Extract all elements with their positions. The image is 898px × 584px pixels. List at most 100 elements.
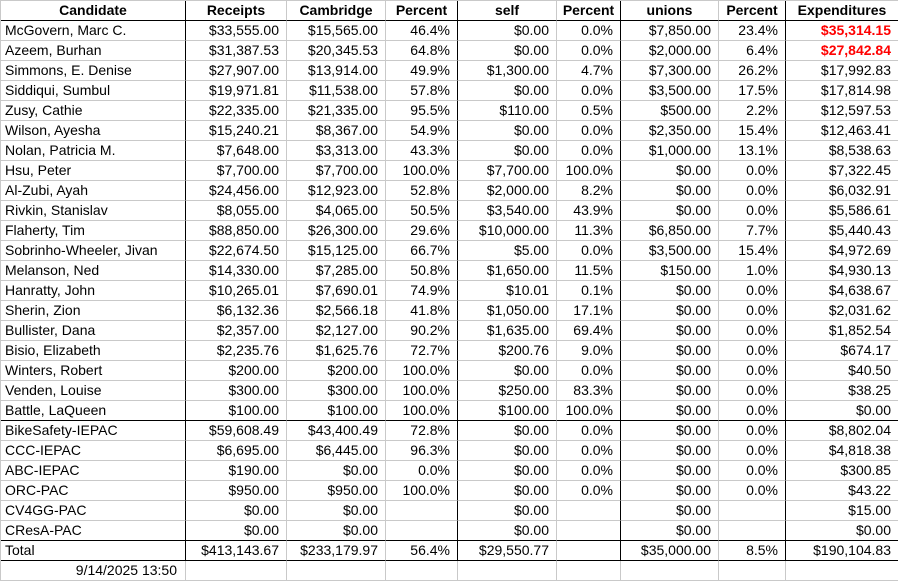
cell-candidate[interactable]: CCC-IEPAC <box>1 441 186 461</box>
cell-self[interactable]: $10.01 <box>458 281 557 301</box>
cell-percent-unions[interactable]: 0.0% <box>719 441 786 461</box>
cell-self[interactable]: $1,635.00 <box>458 321 557 341</box>
cell-percent-self[interactable]: 0.0% <box>557 421 621 441</box>
cell-percent-self[interactable] <box>557 561 621 581</box>
cell-unions[interactable]: $0.00 <box>621 481 719 501</box>
cell-percent-self[interactable]: 0.0% <box>557 241 621 261</box>
cell-receipts[interactable]: $24,456.00 <box>186 181 287 201</box>
cell-candidate[interactable]: CV4GG-PAC <box>1 501 186 521</box>
cell-expenditures[interactable]: $674.17 <box>786 341 898 361</box>
cell-unions[interactable]: $500.00 <box>621 101 719 121</box>
cell-cambridge[interactable]: $6,445.00 <box>287 441 386 461</box>
cell-cambridge[interactable]: $100.00 <box>287 401 386 421</box>
cell-expenditures[interactable]: $8,802.04 <box>786 421 898 441</box>
cell-percent-self[interactable] <box>557 541 621 561</box>
cell-expenditures[interactable]: $7,322.45 <box>786 161 898 181</box>
cell-self[interactable]: $5.00 <box>458 241 557 261</box>
cell-percent-unions[interactable]: 0.0% <box>719 181 786 201</box>
cell-cambridge[interactable]: $7,285.00 <box>287 261 386 281</box>
cell-cambridge[interactable]: $0.00 <box>287 461 386 481</box>
column-header-self[interactable]: self <box>458 1 557 21</box>
cell-unions[interactable]: $0.00 <box>621 201 719 221</box>
cell-percent-cambridge[interactable]: 43.3% <box>386 141 458 161</box>
cell-percent-self[interactable]: 8.2% <box>557 181 621 201</box>
cell-candidate[interactable]: Siddiqui, Sumbul <box>1 81 186 101</box>
cell-percent-self[interactable]: 0.0% <box>557 41 621 61</box>
cell-candidate[interactable]: Nolan, Patricia M. <box>1 141 186 161</box>
cell-percent-self[interactable]: 0.0% <box>557 461 621 481</box>
cell-unions[interactable]: $0.00 <box>621 321 719 341</box>
cell-unions[interactable]: $0.00 <box>621 361 719 381</box>
cell-expenditures[interactable]: $38.25 <box>786 381 898 401</box>
cell-cambridge[interactable]: $2,566.18 <box>287 301 386 321</box>
cell-expenditures[interactable]: $27,842.84 <box>786 41 898 61</box>
cell-percent-cambridge[interactable]: 54.9% <box>386 121 458 141</box>
cell-unions[interactable]: $35,000.00 <box>621 541 719 561</box>
cell-cambridge[interactable]: $13,914.00 <box>287 61 386 81</box>
cell-candidate[interactable]: Sobrinho-Wheeler, Jivan <box>1 241 186 261</box>
cell-percent-unions[interactable] <box>719 521 786 541</box>
cell-percent-unions[interactable]: 6.4% <box>719 41 786 61</box>
cell-unions[interactable]: $0.00 <box>621 381 719 401</box>
cell-unions[interactable]: $6,850.00 <box>621 221 719 241</box>
cell-cambridge[interactable]: $2,127.00 <box>287 321 386 341</box>
cell-expenditures[interactable]: $190,104.83 <box>786 541 898 561</box>
cell-percent-cambridge[interactable]: 56.4% <box>386 541 458 561</box>
cell-receipts[interactable]: $59,608.49 <box>186 421 287 441</box>
cell-unions[interactable]: $0.00 <box>621 161 719 181</box>
cell-percent-cambridge[interactable]: 66.7% <box>386 241 458 261</box>
cell-receipts[interactable]: $7,700.00 <box>186 161 287 181</box>
cell-receipts[interactable]: $300.00 <box>186 381 287 401</box>
cell-percent-cambridge[interactable]: 90.2% <box>386 321 458 341</box>
cell-candidate[interactable]: Hanratty, John <box>1 281 186 301</box>
cell-expenditures[interactable]: $17,814.98 <box>786 81 898 101</box>
cell-unions[interactable]: $0.00 <box>621 521 719 541</box>
cell-percent-cambridge[interactable]: 100.0% <box>386 401 458 421</box>
cell-percent-unions[interactable]: 0.0% <box>719 421 786 441</box>
cell-percent-cambridge[interactable]: 64.8% <box>386 41 458 61</box>
cell-percent-cambridge[interactable] <box>386 501 458 521</box>
cell-self[interactable]: $7,700.00 <box>458 161 557 181</box>
report-timestamp[interactable]: 9/14/2025 13:50 <box>1 561 186 581</box>
cell-self[interactable]: $0.00 <box>458 441 557 461</box>
cell-cambridge[interactable]: $15,565.00 <box>287 21 386 41</box>
column-header-cambridge[interactable]: Cambridge <box>287 1 386 21</box>
cell-percent-cambridge[interactable]: 72.7% <box>386 341 458 361</box>
cell-candidate[interactable]: ORC-PAC <box>1 481 186 501</box>
cell-candidate[interactable]: Azeem, Burhan <box>1 41 186 61</box>
cell-expenditures[interactable]: $4,818.38 <box>786 441 898 461</box>
cell-cambridge[interactable]: $233,179.97 <box>287 541 386 561</box>
cell-self[interactable]: $0.00 <box>458 501 557 521</box>
cell-percent-self[interactable]: 4.7% <box>557 61 621 81</box>
cell-percent-cambridge[interactable]: 100.0% <box>386 361 458 381</box>
cell-percent-unions[interactable]: 17.5% <box>719 81 786 101</box>
cell-receipts[interactable]: $2,357.00 <box>186 321 287 341</box>
cell-percent-unions[interactable]: 0.0% <box>719 461 786 481</box>
cell-percent-cambridge[interactable]: 95.5% <box>386 101 458 121</box>
cell-candidate[interactable]: Sherin, Zion <box>1 301 186 321</box>
cell-unions[interactable]: $2,000.00 <box>621 41 719 61</box>
cell-percent-unions[interactable]: 15.4% <box>719 241 786 261</box>
cell-candidate[interactable]: Total <box>1 541 186 561</box>
cell-percent-unions[interactable]: 0.0% <box>719 381 786 401</box>
cell-percent-unions[interactable]: 26.2% <box>719 61 786 81</box>
cell-expenditures[interactable]: $17,992.83 <box>786 61 898 81</box>
cell-receipts[interactable]: $31,387.53 <box>186 41 287 61</box>
cell-candidate[interactable]: Simmons, E. Denise <box>1 61 186 81</box>
cell-expenditures[interactable]: $0.00 <box>786 521 898 541</box>
cell-unions[interactable] <box>621 561 719 581</box>
cell-cambridge[interactable]: $3,313.00 <box>287 141 386 161</box>
cell-expenditures[interactable]: $15.00 <box>786 501 898 521</box>
cell-receipts[interactable]: $33,555.00 <box>186 21 287 41</box>
cell-expenditures[interactable]: $8,538.63 <box>786 141 898 161</box>
cell-unions[interactable]: $0.00 <box>621 421 719 441</box>
cell-percent-self[interactable]: 43.9% <box>557 201 621 221</box>
cell-percent-cambridge[interactable] <box>386 561 458 581</box>
cell-expenditures[interactable]: $5,440.43 <box>786 221 898 241</box>
cell-percent-self[interactable]: 11.5% <box>557 261 621 281</box>
cell-self[interactable]: $0.00 <box>458 141 557 161</box>
cell-percent-unions[interactable]: 15.4% <box>719 121 786 141</box>
cell-percent-unions[interactable]: 8.5% <box>719 541 786 561</box>
cell-self[interactable]: $29,550.77 <box>458 541 557 561</box>
cell-cambridge[interactable] <box>287 561 386 581</box>
